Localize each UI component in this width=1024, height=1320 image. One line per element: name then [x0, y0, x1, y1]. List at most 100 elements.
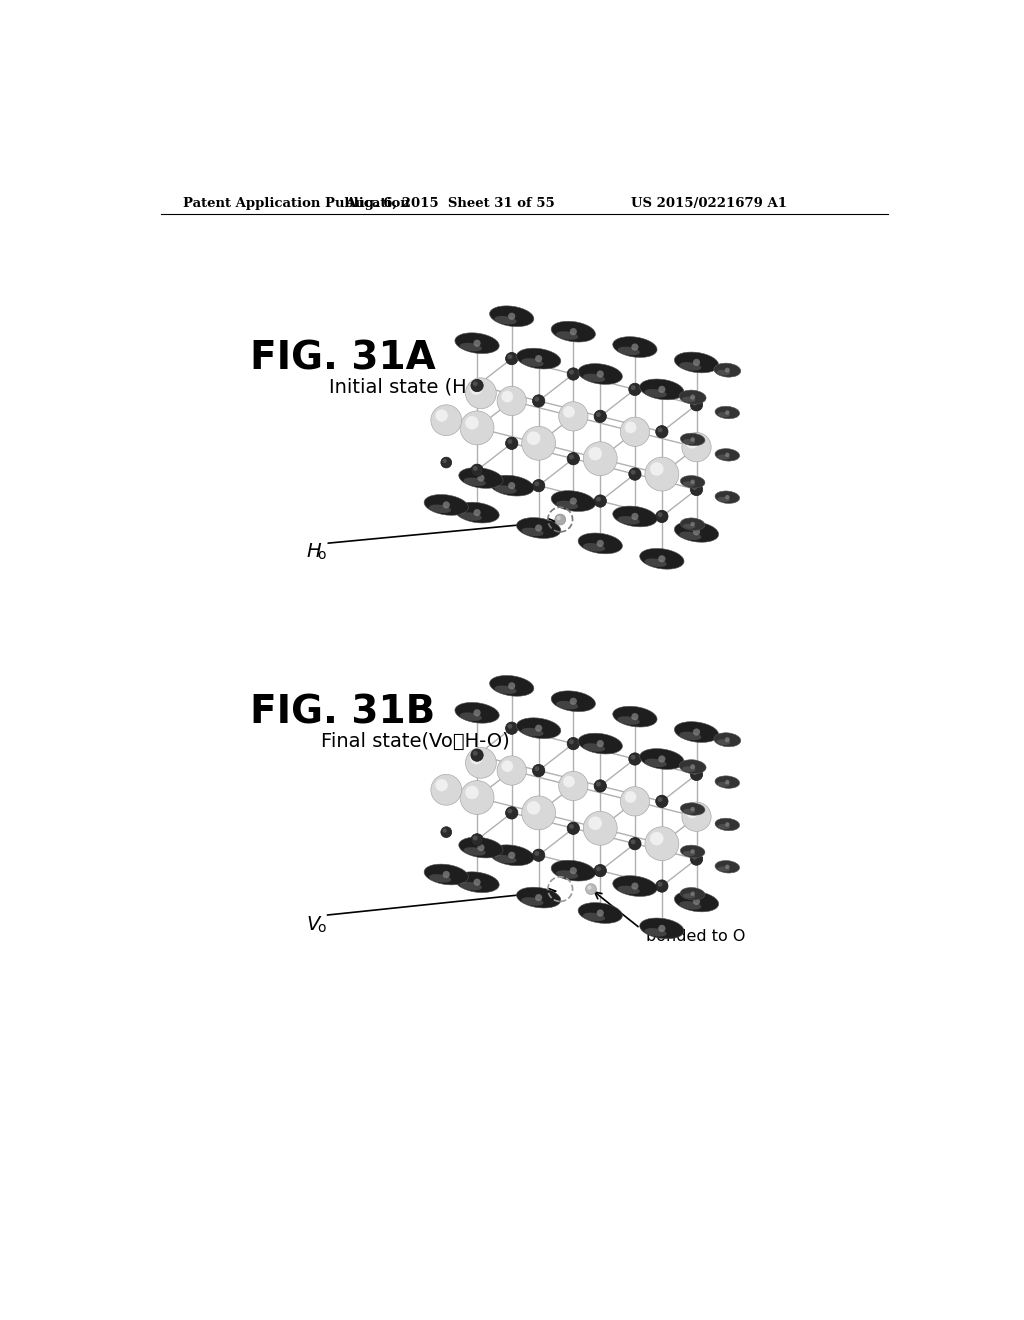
Circle shape — [471, 834, 483, 846]
Circle shape — [632, 713, 639, 721]
Circle shape — [473, 466, 477, 471]
Ellipse shape — [489, 845, 534, 866]
Ellipse shape — [579, 903, 623, 924]
Circle shape — [692, 855, 697, 859]
Ellipse shape — [455, 333, 500, 354]
Ellipse shape — [460, 882, 482, 891]
Ellipse shape — [718, 824, 730, 829]
Ellipse shape — [429, 504, 452, 513]
Circle shape — [508, 313, 515, 319]
Circle shape — [473, 751, 477, 756]
Circle shape — [631, 385, 636, 389]
Ellipse shape — [715, 818, 739, 830]
Circle shape — [536, 524, 543, 532]
Circle shape — [682, 803, 711, 832]
Circle shape — [506, 722, 518, 734]
Circle shape — [563, 407, 574, 418]
Circle shape — [657, 882, 663, 887]
Ellipse shape — [516, 887, 561, 908]
Circle shape — [725, 865, 729, 869]
Circle shape — [690, 483, 702, 495]
Circle shape — [682, 433, 711, 462]
Ellipse shape — [644, 389, 667, 397]
Circle shape — [650, 832, 664, 845]
Circle shape — [658, 556, 666, 562]
Circle shape — [475, 800, 486, 810]
Circle shape — [569, 867, 577, 874]
Ellipse shape — [495, 685, 516, 694]
Circle shape — [690, 891, 695, 896]
Circle shape — [506, 437, 518, 450]
Circle shape — [442, 871, 450, 878]
Circle shape — [692, 486, 697, 490]
Circle shape — [473, 381, 477, 387]
Circle shape — [589, 817, 602, 830]
Circle shape — [508, 482, 515, 490]
Ellipse shape — [715, 491, 739, 503]
Circle shape — [725, 822, 729, 826]
Circle shape — [655, 880, 668, 892]
Ellipse shape — [495, 486, 516, 494]
Circle shape — [569, 370, 573, 375]
Circle shape — [435, 779, 447, 792]
Circle shape — [473, 836, 477, 841]
Circle shape — [465, 416, 479, 429]
Ellipse shape — [516, 517, 561, 539]
Ellipse shape — [617, 717, 640, 725]
Ellipse shape — [424, 865, 468, 884]
Ellipse shape — [516, 348, 561, 370]
Circle shape — [657, 797, 663, 803]
Ellipse shape — [679, 760, 707, 774]
Circle shape — [466, 378, 497, 409]
Ellipse shape — [489, 676, 534, 696]
Ellipse shape — [460, 713, 482, 721]
Circle shape — [594, 411, 606, 422]
Circle shape — [690, 768, 702, 780]
Circle shape — [594, 495, 606, 507]
Circle shape — [725, 453, 729, 457]
Circle shape — [473, 709, 480, 717]
Ellipse shape — [675, 891, 719, 912]
Circle shape — [460, 411, 494, 445]
Circle shape — [658, 755, 666, 763]
Ellipse shape — [583, 374, 605, 383]
Ellipse shape — [521, 528, 544, 536]
Circle shape — [508, 851, 515, 859]
Ellipse shape — [679, 362, 701, 371]
Circle shape — [470, 383, 482, 395]
Circle shape — [567, 822, 580, 834]
Circle shape — [690, 521, 695, 527]
Ellipse shape — [718, 454, 730, 459]
Text: FIG. 31B: FIG. 31B — [250, 693, 435, 731]
Circle shape — [686, 807, 698, 818]
Circle shape — [569, 739, 573, 744]
Circle shape — [594, 865, 606, 876]
Circle shape — [535, 766, 540, 771]
Ellipse shape — [682, 767, 695, 772]
Ellipse shape — [715, 776, 739, 788]
Ellipse shape — [556, 500, 579, 510]
Ellipse shape — [612, 506, 657, 527]
Ellipse shape — [644, 928, 667, 937]
Circle shape — [693, 898, 700, 906]
Ellipse shape — [464, 847, 485, 855]
Circle shape — [471, 379, 483, 392]
Ellipse shape — [679, 902, 701, 909]
Circle shape — [629, 383, 641, 396]
Circle shape — [431, 775, 462, 805]
Circle shape — [508, 682, 515, 689]
Ellipse shape — [455, 502, 500, 523]
Circle shape — [442, 459, 446, 463]
Circle shape — [506, 352, 518, 364]
Circle shape — [508, 440, 512, 444]
Ellipse shape — [683, 524, 695, 529]
Circle shape — [477, 801, 481, 805]
Ellipse shape — [521, 727, 544, 737]
Circle shape — [506, 807, 518, 818]
Ellipse shape — [640, 748, 684, 770]
Ellipse shape — [718, 781, 730, 787]
Circle shape — [473, 510, 480, 516]
Circle shape — [725, 495, 729, 499]
Ellipse shape — [579, 363, 623, 384]
Ellipse shape — [489, 306, 534, 326]
